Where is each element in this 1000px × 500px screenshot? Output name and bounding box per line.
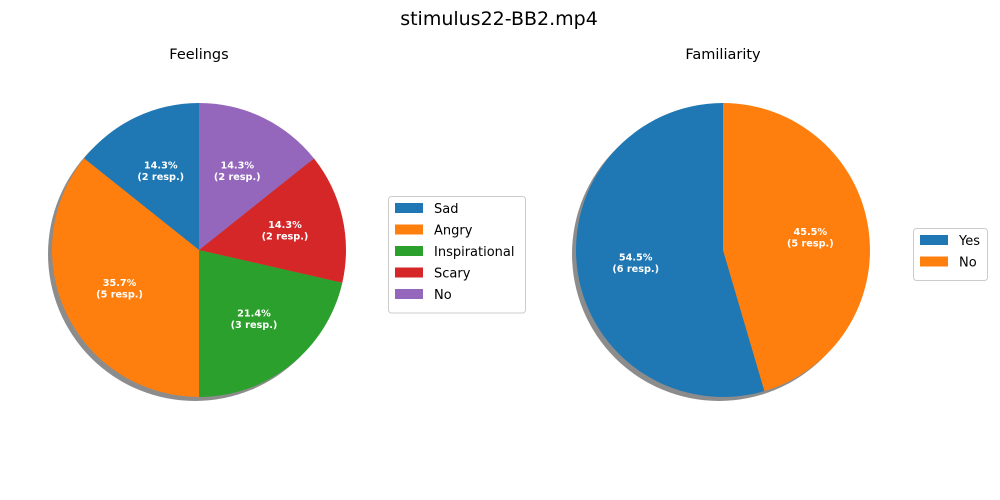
familiarity-slice-label-yes: 54.5% (6 resp.) [612,252,659,275]
feelings-slice-label-angry: 35.7% (5 resp.) [96,278,143,301]
familiarity-title: Familiarity [685,47,761,63]
familiarity-slice-yes [575,103,765,397]
feelings-legend-swatch-sad [395,203,423,213]
familiarity-legend-swatch-yes [920,235,948,245]
familiarity-legend-swatch-no [920,256,948,267]
familiarity-slice-no [723,103,870,392]
familiarity-legend-label-yes: Yes [958,234,980,249]
familiarity-legend-label-no: No [959,256,977,271]
feelings-legend-swatch-angry [395,224,423,235]
feelings-slice-label-inspirational: 21.4% (3 resp.) [231,309,278,332]
feelings-slice-label-sad: 14.3% (2 resp.) [137,160,184,183]
familiarity-slice-label-no: 45.5% (5 resp.) [787,227,834,250]
familiarity-pie-chart: Familiarity 54.5% (6 resp.) 45.5% (5 resp.) Y… [572,47,988,401]
feelings-legend-label-no: No [434,288,452,303]
feelings-legend-swatch-no [395,289,423,299]
feelings-legend-label-sad: Sad [434,202,458,217]
feelings-legend-label-scary: Scary [434,267,471,282]
feelings-slice-no [199,103,314,250]
feelings-slice-inspirational [199,250,343,397]
familiarity-legend: Yes No [913,228,988,281]
feelings-slice-label-no: 14.3% (2 resp.) [214,160,261,183]
feelings-title: Feelings [169,47,228,63]
feelings-slice-scary [199,158,346,283]
feelings-slice-label-scary: 14.3% (2 resp.) [262,220,309,243]
feelings-legend: Sad Angry Inspirational Scary No [388,196,526,314]
feelings-legend-label-angry: Angry [434,224,473,239]
feelings-pie-chart: Feelings 14.3% (2 resp.) 35.7% (5 resp.) 21.4… [48,47,526,401]
figure-title: stimulus22-BB2.mp4 [400,8,598,30]
feelings-legend-swatch-inspirational [395,246,423,256]
feelings-legend-swatch-scary [395,267,423,278]
feelings-slice-sad [84,103,199,250]
feelings-legend-label-inspirational: Inspirational [434,245,515,260]
feelings-slice-angry [51,158,199,397]
